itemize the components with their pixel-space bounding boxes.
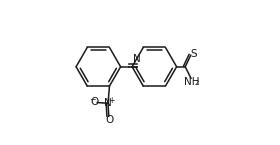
Text: N: N bbox=[104, 98, 112, 108]
Text: S: S bbox=[190, 49, 197, 59]
Text: N: N bbox=[132, 54, 140, 64]
Text: O: O bbox=[90, 97, 99, 107]
Text: −: − bbox=[89, 95, 95, 104]
Text: 2: 2 bbox=[194, 80, 199, 86]
Text: O: O bbox=[105, 116, 113, 126]
Text: NH: NH bbox=[185, 77, 200, 87]
Text: +: + bbox=[108, 96, 115, 105]
